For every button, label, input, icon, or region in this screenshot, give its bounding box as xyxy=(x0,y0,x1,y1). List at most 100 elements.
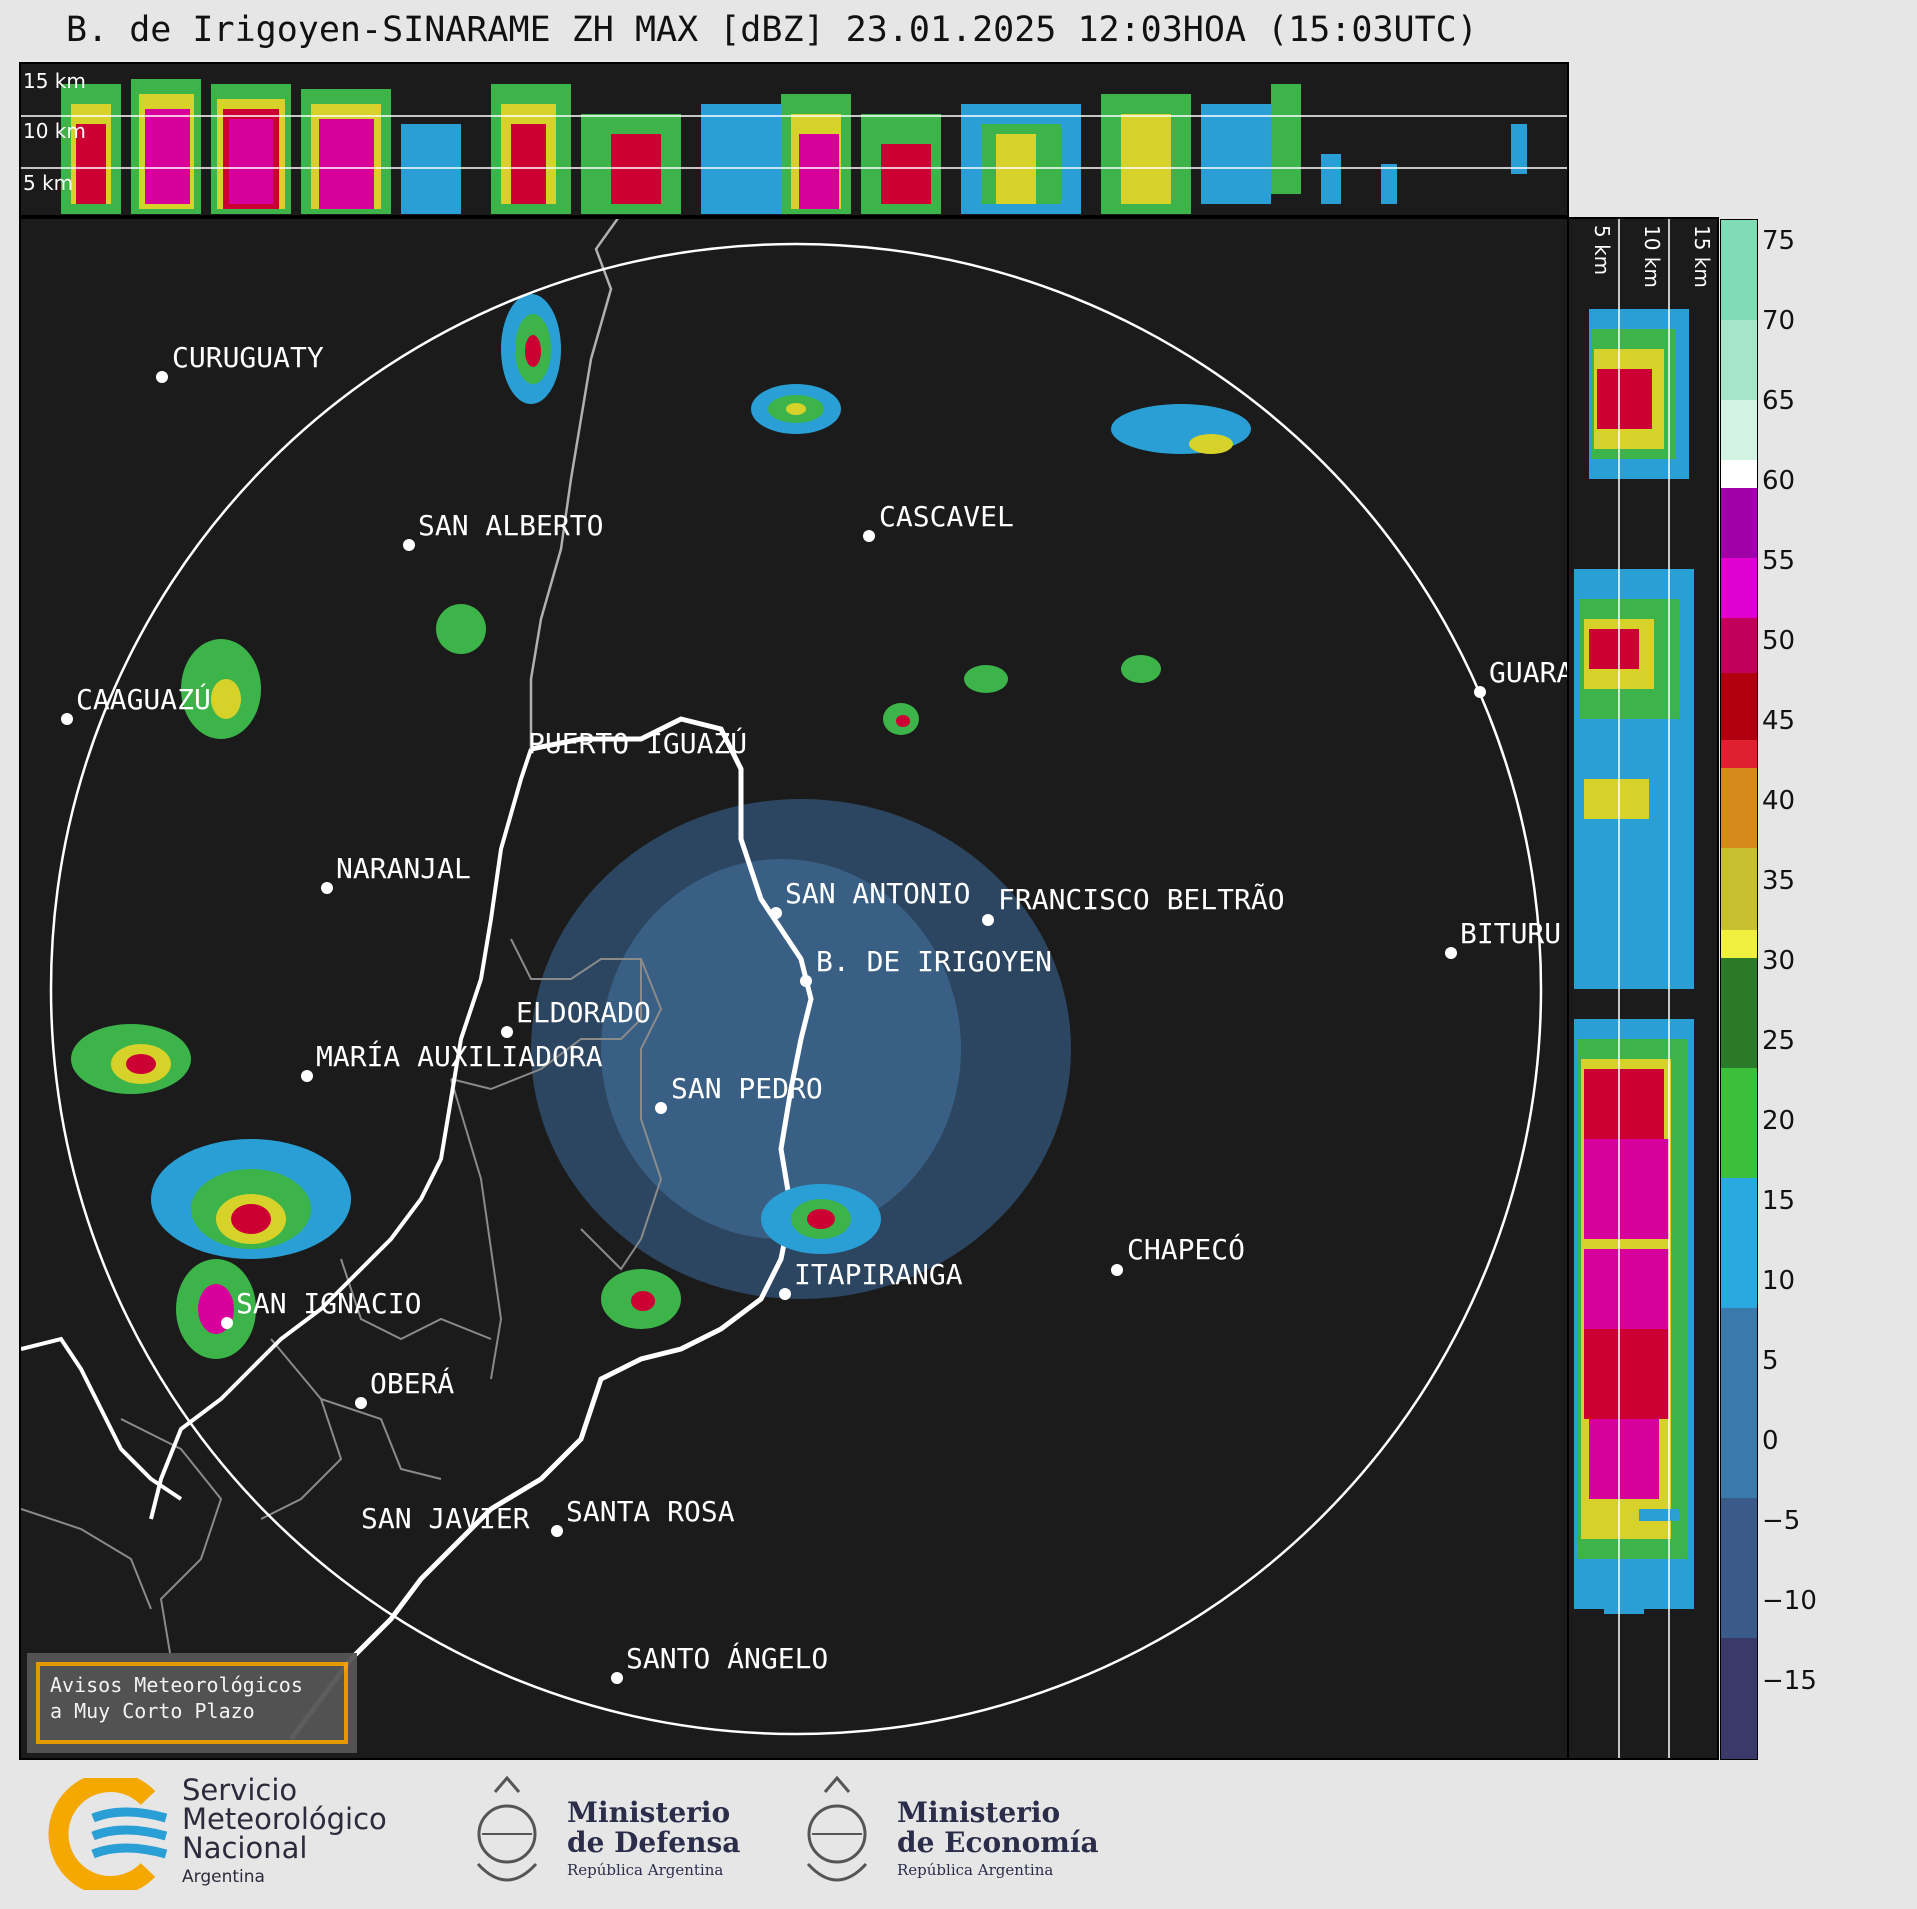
side-echo xyxy=(1589,1419,1659,1499)
cb-band-0-10 xyxy=(1721,1308,1757,1498)
cb-band-25-30 xyxy=(1721,958,1757,1068)
avisos-box[interactable]: Avisos Meteorológicos a Muy Corto Plazo xyxy=(27,1653,357,1753)
cb-tick: 60 xyxy=(1762,466,1796,496)
radar-map[interactable]: CURUGUATY SAN ALBERTO CASCAVEL CAAGUAZÚ … xyxy=(19,217,1569,1760)
echo-cell xyxy=(126,1054,156,1074)
top-echo xyxy=(799,134,839,209)
smn-logo[interactable] xyxy=(48,1772,173,1896)
city-dot xyxy=(551,1525,563,1537)
cb-band-10-18 xyxy=(1721,1178,1757,1308)
city-dot xyxy=(1474,686,1486,698)
economia-name: Ministerio de Economía República Argenti… xyxy=(897,1796,1099,1880)
radar-site-dot xyxy=(800,975,812,987)
city-label-san-javier: SAN JAVIER xyxy=(361,1502,530,1535)
defensa-emblem-icon xyxy=(470,1772,544,1898)
city-label-puerto-iguazu: PUERTO IGUAZÚ xyxy=(528,726,747,760)
top-km-label-15: 15 km xyxy=(23,69,86,93)
cb-tick: 15 xyxy=(1762,1186,1796,1216)
avisos-line-1: Avisos Meteorológicos xyxy=(50,1673,303,1697)
city-label-guara: GUARA xyxy=(1489,656,1567,689)
city-dot xyxy=(301,1070,313,1082)
city-label-itapiranga: ITAPIRANGA xyxy=(794,1258,963,1291)
echo-cell xyxy=(1189,434,1233,454)
side-km-label-10: 10 km xyxy=(1640,225,1664,288)
side-echo xyxy=(1589,629,1639,669)
city-label-bituru: BITURU xyxy=(1460,917,1561,950)
cb-band-55-58 xyxy=(1721,488,1757,558)
side-cross-section-svg: 5 km 10 km 15 km xyxy=(1574,219,1714,1758)
cb-band-m10-0 xyxy=(1721,1498,1757,1638)
cb-tick: 50 xyxy=(1762,626,1796,656)
city-label-curuguaty: CURUGUATY xyxy=(172,341,324,374)
echo-cell xyxy=(231,1204,271,1234)
department-borders xyxy=(21,938,663,1660)
city-dot xyxy=(355,1397,367,1409)
cb-tick: 35 xyxy=(1762,866,1796,896)
top-echo xyxy=(701,104,781,214)
top-echo xyxy=(996,134,1036,204)
cb-band-61-65 xyxy=(1721,400,1757,460)
top-echo xyxy=(1321,154,1341,204)
economia-line-2: de Economía xyxy=(897,1826,1099,1859)
cb-tick: 45 xyxy=(1762,706,1796,736)
cb-tick: 55 xyxy=(1762,546,1796,576)
top-echo xyxy=(1381,164,1397,204)
city-dot xyxy=(611,1672,623,1684)
top-cross-section-svg: 15 km 10 km 5 km xyxy=(21,69,1567,214)
top-km-label-10: 10 km xyxy=(23,119,86,143)
cities: CURUGUATY SAN ALBERTO CASCAVEL CAAGUAZÚ … xyxy=(61,341,1567,1684)
top-echo xyxy=(145,109,190,204)
echo-cells xyxy=(71,294,1251,1359)
city-dot xyxy=(403,539,415,551)
smn-name: Servicio Meteorológico Nacional Argentin… xyxy=(182,1776,387,1888)
smn-line-4: Argentina xyxy=(182,1867,265,1887)
top-echo xyxy=(611,134,661,204)
city-label-san-alberto: SAN ALBERTO xyxy=(418,509,603,542)
cb-tick: 75 xyxy=(1762,226,1796,256)
smn-logo-icon xyxy=(48,1772,168,1896)
footer: Servicio Meteorológico Nacional Argentin… xyxy=(0,1760,1917,1909)
range-ring xyxy=(49,242,1543,1736)
cb-tick: −5 xyxy=(1762,1506,1801,1536)
economia-sub: República Argentina xyxy=(897,1861,1054,1879)
city-label-caaguazu: CAAGUAZÚ xyxy=(76,682,211,716)
cb-tick: −15 xyxy=(1762,1666,1817,1696)
city-label-b-de-irigoyen: B. DE IRIGOYEN xyxy=(816,945,1052,978)
top-echo xyxy=(511,124,546,204)
side-echo xyxy=(1584,779,1649,819)
economia-line-1: Ministerio xyxy=(897,1796,1061,1829)
city-label-maria-auxiliadora: MARÍA AUXILIADORA xyxy=(316,1039,603,1073)
echo-cell xyxy=(436,604,486,654)
cb-band-18-25 xyxy=(1721,1068,1757,1178)
cb-band-m20-m10 xyxy=(1721,1638,1757,1759)
side-echo xyxy=(1584,1329,1669,1419)
economia-emblem-icon xyxy=(800,1772,874,1898)
defensa-line-1: Ministerio xyxy=(567,1796,731,1829)
city-label-chapeco: CHAPECÓ xyxy=(1127,1232,1245,1266)
city-dot xyxy=(770,907,782,919)
cb-band-31 xyxy=(1721,930,1757,958)
top-echo xyxy=(401,124,461,214)
echo-cell xyxy=(786,403,806,415)
cb-tick: 0 xyxy=(1762,1426,1779,1456)
side-echo xyxy=(1597,369,1652,429)
city-dot xyxy=(779,1288,791,1300)
side-cross-section: 5 km 10 km 15 km xyxy=(1569,217,1719,1760)
city-dot xyxy=(221,1317,233,1329)
side-echo xyxy=(1584,1139,1669,1239)
city-label-san-ignacio: SAN IGNACIO xyxy=(236,1287,421,1320)
smn-line-2: Meteorológico xyxy=(182,1802,387,1836)
city-dot xyxy=(1445,947,1457,959)
parana-river xyxy=(149,748,533,1520)
cb-band-38-43 xyxy=(1721,768,1757,848)
city-label-naranjal: NARANJAL xyxy=(336,852,471,885)
echo-cell xyxy=(964,665,1008,693)
city-dot xyxy=(982,914,994,926)
city-label-san-pedro: SAN PEDRO xyxy=(671,1072,823,1105)
cb-tick: 65 xyxy=(1762,386,1796,416)
top-echo xyxy=(1201,104,1271,204)
reflectivity-colorbar xyxy=(1720,219,1758,1760)
cb-band-65-70 xyxy=(1721,320,1757,400)
cb-band-48-51 xyxy=(1721,618,1757,673)
avisos-frame: Avisos Meteorológicos a Muy Corto Plazo xyxy=(36,1662,348,1744)
